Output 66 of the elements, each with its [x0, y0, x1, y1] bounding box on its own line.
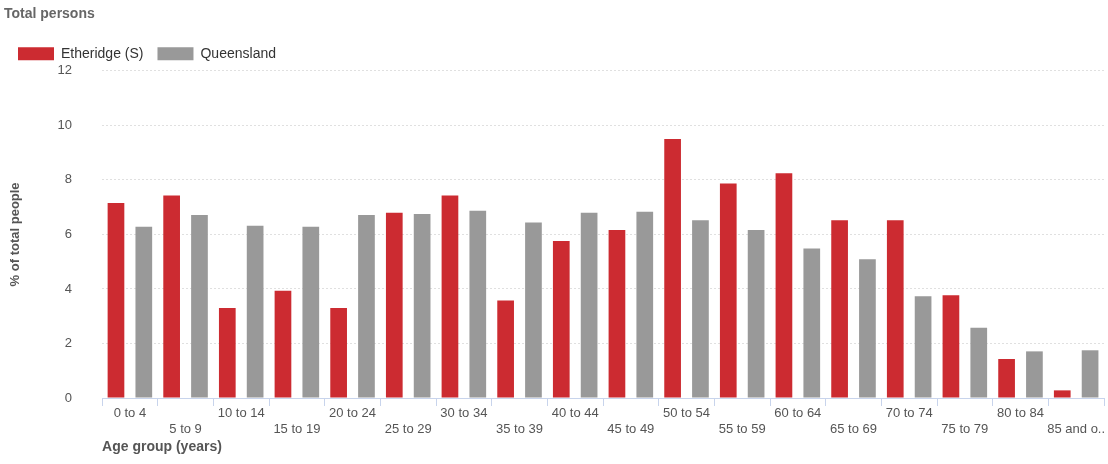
bar	[608, 230, 626, 398]
bar	[859, 259, 876, 398]
x-tick-label: 75 to 79	[941, 420, 989, 436]
bar	[302, 226, 320, 398]
x-tick-label: 85 and o..	[1047, 420, 1106, 436]
x-tick-label: 80 to 84	[997, 405, 1045, 421]
bar	[191, 215, 208, 398]
bar	[218, 308, 236, 398]
x-tick-label: 0 to 4	[113, 405, 147, 421]
y-tick-label: 10	[57, 116, 73, 132]
bar	[692, 220, 709, 398]
bar	[803, 248, 821, 398]
bar	[552, 240, 570, 398]
x-tick-label: 70 to 74	[885, 405, 933, 421]
bar	[1081, 350, 1099, 398]
y-tick-label: 0	[64, 389, 73, 405]
chart-title: Total persons	[4, 5, 95, 22]
x-tick-label: 10 to 14	[217, 405, 265, 421]
x-tick-label: 55 to 59	[718, 420, 766, 436]
x-tick-label: 40 to 44	[551, 405, 599, 421]
bar	[914, 296, 932, 398]
bar	[330, 308, 347, 398]
bar	[358, 215, 375, 398]
bar	[385, 212, 403, 398]
y-tick-label: 2	[64, 335, 73, 351]
bar	[719, 183, 737, 398]
bar	[998, 359, 1015, 398]
bar	[636, 211, 654, 398]
x-tick-label: 5 to 9	[169, 420, 202, 436]
bar	[942, 295, 960, 398]
x-tick-label: 60 to 64	[774, 405, 822, 421]
x-tick-label: 35 to 39	[496, 420, 544, 436]
bar	[163, 195, 180, 398]
bar	[497, 300, 514, 398]
y-tick-label: 4	[64, 280, 73, 296]
x-tick-label: 50 to 54	[663, 405, 711, 421]
y-tick-label: 12	[57, 62, 73, 78]
bar	[1053, 390, 1071, 398]
legend-label: Etheridge (S)	[61, 44, 144, 61]
x-tick-label: 30 to 34	[440, 405, 488, 421]
x-tick-label: 15 to 19	[273, 420, 321, 436]
x-tick-label: 20 to 24	[329, 405, 377, 421]
bar	[135, 226, 153, 398]
bar	[580, 212, 598, 398]
bar	[441, 195, 459, 398]
y-tick-label: 8	[64, 171, 73, 187]
bar	[525, 222, 542, 398]
y-axis-title: % of total people	[7, 182, 23, 287]
bar	[413, 213, 431, 398]
legend-label: Queensland	[200, 44, 276, 61]
bar	[886, 220, 904, 398]
bar	[747, 230, 765, 398]
bar	[831, 220, 848, 398]
x-axis-title: Age group (years)	[102, 438, 222, 455]
bar	[107, 203, 125, 398]
bar	[246, 225, 264, 398]
bar	[1026, 351, 1043, 398]
x-tick-label: 25 to 29	[384, 420, 432, 436]
bar	[274, 290, 292, 398]
y-tick-label: 6	[64, 225, 73, 241]
x-tick-label: 45 to 49	[607, 420, 655, 436]
bar	[664, 138, 681, 398]
bar	[970, 327, 988, 398]
x-tick-label: 65 to 69	[830, 420, 878, 436]
bar	[775, 173, 793, 398]
bar	[469, 210, 487, 398]
